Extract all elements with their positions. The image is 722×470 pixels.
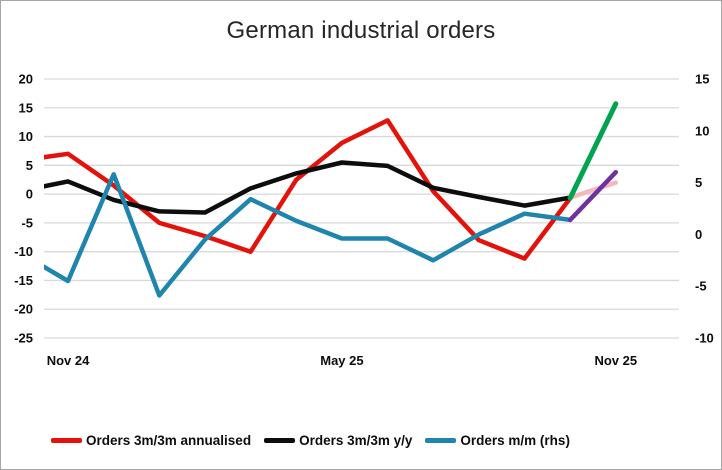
y-axis-tick-right: -5: [695, 279, 707, 294]
y-axis-tick-left: 0: [26, 187, 33, 202]
legend-label-annualised: Orders 3m/3m annualised: [86, 432, 252, 448]
series-line-left-orders-3m-3m-annualised: [44, 118, 573, 261]
forecast-3m3m-yy: [567, 180, 619, 200]
chart-title: German industrial orders: [226, 17, 496, 44]
series-line-left-orders-3m-3m-y-y: [44, 160, 573, 215]
y-axis-tick-left: -20: [14, 302, 33, 317]
x-axis-tick: May 25: [320, 353, 363, 368]
y-axis-tick-right: 10: [695, 123, 709, 138]
forecast-mm-rhs: [567, 169, 619, 223]
y-axis-tick-left: -15: [14, 273, 33, 288]
legend-item-annualised: Orders 3m/3m annualised: [51, 433, 251, 448]
legend-swatch-yy: [264, 437, 296, 443]
y-axis-tick-left: 5: [26, 158, 33, 173]
x-axis-tick: Nov 24: [47, 353, 90, 368]
legend-item-mm-rhs: Orders m/m (rhs): [425, 433, 570, 448]
legend-label-mm-rhs: Orders m/m (rhs): [460, 432, 570, 448]
y-axis-tick-right: 5: [695, 175, 702, 190]
y-axis-tick-right: 0: [695, 227, 702, 242]
y-axis-tick-left: -25: [14, 331, 33, 346]
x-axis-tick: Nov 25: [594, 353, 637, 368]
y-axis-tick-left: 15: [19, 100, 33, 115]
legend-item-yy: Orders 3m/3m y/y: [264, 433, 412, 448]
legend-swatch-mm-rhs: [425, 437, 457, 443]
y-axis-tick-left: -5: [21, 215, 33, 230]
forecast-3m3m-annualised: [567, 101, 619, 201]
y-axis-tick-right: -10: [695, 331, 714, 346]
y-axis-tick-right: 15: [695, 72, 709, 87]
y-axis-tick-left: -10: [14, 244, 33, 259]
legend: Orders 3m/3m annualised Orders 3m/3m y/y…: [51, 430, 570, 450]
y-axis-tick-left: 10: [19, 129, 33, 144]
y-axis-tick-left: 20: [19, 72, 33, 87]
legend-swatch-annualised: [51, 437, 82, 443]
legend-label-yy: Orders 3m/3m y/y: [299, 432, 413, 448]
series-line-right-orders-m-m-rhs-: [44, 172, 573, 298]
